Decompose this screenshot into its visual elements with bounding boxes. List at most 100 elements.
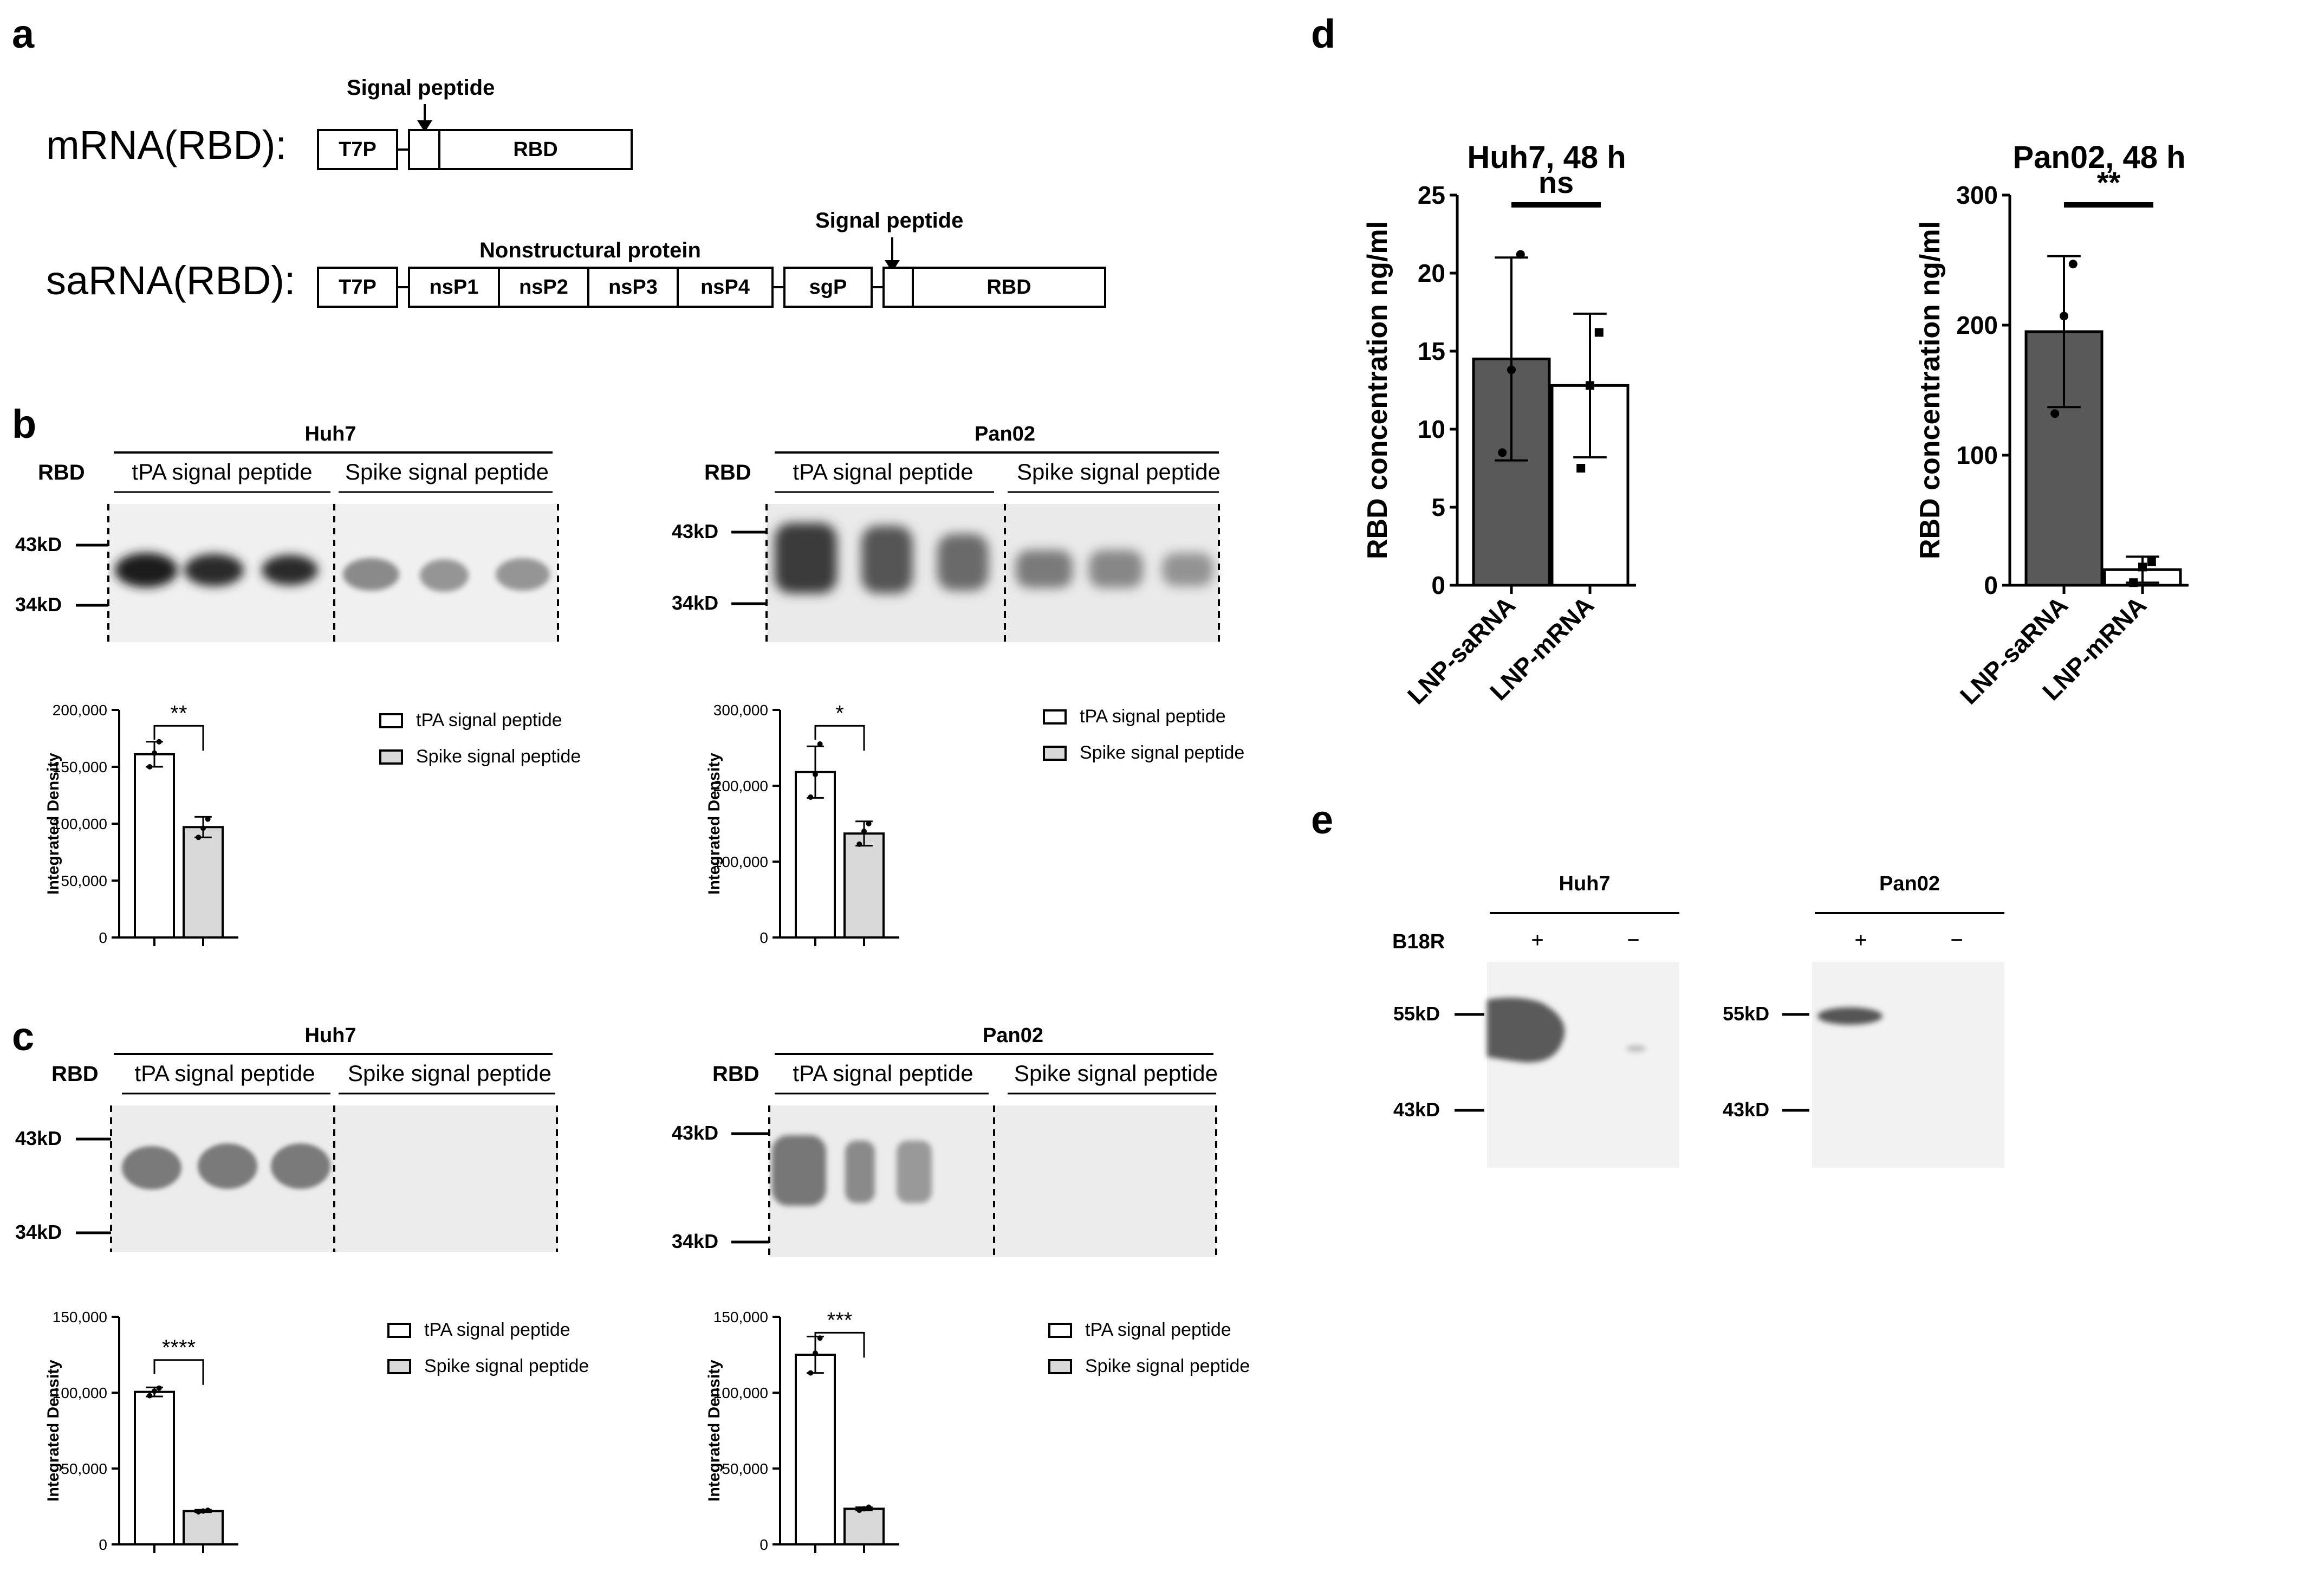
marker-34kd: 34kD (15, 593, 62, 616)
legend-item-spike: Spike signal peptide (387, 1356, 589, 1377)
y-tick-label: 25 (1418, 181, 1445, 209)
connector (873, 286, 882, 288)
data-point (856, 841, 862, 847)
bar-chart-b-huh7: 0 50,000 100,000 150,000 200,000 Integrated D… (44, 701, 238, 946)
bar-chart-d-pan02: Pan02, 48 h 0 100 200 300 RBD concentration n… (1918, 140, 2189, 710)
legend-swatch (379, 749, 403, 765)
box-nsp1: nsP1 (408, 267, 500, 308)
data-point (808, 1370, 814, 1376)
data-point (813, 1350, 818, 1356)
data-point (205, 1508, 211, 1513)
western-blot-c-pan02: Pan02 RBD tPA signal peptide Spike signa… (672, 1024, 1218, 1257)
y-tick-label: 0 (759, 1536, 768, 1553)
spike-bands (343, 558, 550, 592)
legend-b-pan02: tPA signal peptide Spike signal peptide (1043, 706, 1244, 764)
tpa-header: tPA signal peptide (132, 459, 312, 484)
data-point (196, 835, 202, 840)
data-point (2050, 409, 2060, 418)
western-blot-e: Huh7 Pan02 B18R + − + − 55kD 43kD 55kD 4… (1392, 872, 2004, 1168)
y-tick-label: 10 (1418, 415, 1445, 443)
signal-peptide-arrow-sarna (885, 237, 900, 272)
y-axis-label: RBD concentration ng/ml (1365, 221, 1393, 559)
legend-label: tPA signal peptide (416, 710, 562, 730)
marker-43kd: 43kD (15, 533, 62, 555)
box-signal-peptide (408, 129, 440, 170)
legend-label: Spike signal peptide (1085, 1356, 1250, 1376)
box-t7p: T7P (317, 267, 398, 308)
marker-43kd: 43kD (1393, 1098, 1440, 1121)
y-tick-label: 50,000 (61, 872, 107, 889)
b18r-plus: + (1531, 928, 1543, 952)
rbd-label: RBD (51, 1062, 99, 1086)
blot-cell-line: Pan02 (975, 423, 1035, 445)
legend-item-spike: Spike signal peptide (379, 746, 581, 767)
significance-label: * (835, 701, 844, 725)
legend-item-tpa: tPA signal peptide (379, 710, 581, 731)
data-point (1516, 250, 1525, 259)
y-tick-label: 0 (99, 1536, 107, 1553)
blot-membrane-huh7 (1487, 962, 1679, 1168)
data-point (156, 739, 162, 745)
legend-swatch (379, 713, 403, 728)
y-tick-label: 200,000 (53, 702, 107, 719)
y-tick-label: 0 (99, 929, 107, 946)
blot-membrane-pan02 (1812, 962, 2004, 1168)
signal-peptide-label-sarna: Signal peptide (815, 209, 964, 232)
data-point (1586, 381, 1594, 390)
significance-bracket (814, 725, 865, 751)
marker-43kd: 43kD (15, 1127, 62, 1149)
legend-label: Spike signal peptide (416, 746, 581, 767)
bar (795, 771, 836, 939)
marker-34kd: 34kD (672, 592, 718, 614)
y-tick-label: 150,000 (713, 1309, 768, 1325)
bar-chart-d-huh7: Huh7, 48 h 0 5 10 15 20 25 RBD concentration ng… (1365, 140, 1636, 710)
data-point (2129, 578, 2138, 587)
tpa-bands (122, 1143, 330, 1189)
data-point (866, 821, 872, 826)
y-tick-label: 100,000 (53, 816, 107, 832)
box-rbd: RBD (440, 129, 633, 170)
y-tick-label: 100 (1956, 441, 1998, 469)
bar-chart-c-pan02: 0 50,000 100,000 150,000 Integrated Density *… (705, 1308, 899, 1553)
blot-membrane (767, 504, 1219, 642)
y-tick-label: 200,000 (713, 778, 768, 794)
bar (134, 753, 175, 939)
b18r-plus: + (1854, 928, 1867, 952)
legend-item-tpa: tPA signal peptide (1043, 706, 1244, 727)
western-blot-b-huh7: Huh7 RBD tPA signal peptide Spike signal… (15, 423, 559, 644)
b18r-minus: − (1627, 928, 1639, 952)
e-cell-huh7: Huh7 (1559, 872, 1611, 895)
y-axis-label: Integrated Density (44, 1360, 62, 1502)
western-blot-c-huh7: Huh7 RBD tPA signal peptide Spike signal… (15, 1024, 558, 1252)
box-t7p: T7P (317, 129, 398, 170)
bar (183, 826, 224, 939)
mrna-construct-label: mRNA(RBD): (46, 122, 287, 167)
box-nsp3: nsP3 (589, 267, 679, 308)
panel-label-a: a (12, 11, 35, 56)
y-tick-label: 5 (1431, 493, 1445, 521)
legend-c-huh7: tPA signal peptide Spike signal peptide (387, 1320, 589, 1377)
b18r-label: B18R (1392, 930, 1445, 953)
sarna-construct-diagram: T7P nsP1 nsP2 nsP3 nsP4 sgP RBD (317, 267, 1106, 308)
panel-label-b: b (12, 402, 37, 447)
western-blot-b-pan02: Pan02 RBD tPA signal peptide Spike signa… (672, 423, 1221, 644)
y-tick-label: 15 (1418, 337, 1445, 365)
box-nsp2: nsP2 (500, 267, 589, 308)
significance-bracket (814, 1331, 865, 1358)
rbd-label: RBD (38, 461, 85, 484)
legend-swatch (1048, 1359, 1072, 1374)
y-tick-label: 150,000 (53, 1309, 107, 1325)
tpa-bands (775, 523, 989, 593)
data-point (1498, 448, 1507, 457)
y-axis-label: Integrated Density (705, 753, 723, 895)
connector (774, 286, 783, 288)
legend-swatch (1043, 745, 1067, 761)
significance-label: ** (2097, 165, 2121, 199)
signal-peptide-arrow-mrna (417, 104, 432, 132)
blot-membrane (108, 504, 558, 642)
legend-item-spike: Spike signal peptide (1048, 1356, 1250, 1377)
data-point (2138, 562, 2147, 572)
significance-label: **** (162, 1336, 196, 1360)
y-tick-label: 200 (1956, 311, 1998, 339)
legend-swatch (1043, 709, 1067, 725)
